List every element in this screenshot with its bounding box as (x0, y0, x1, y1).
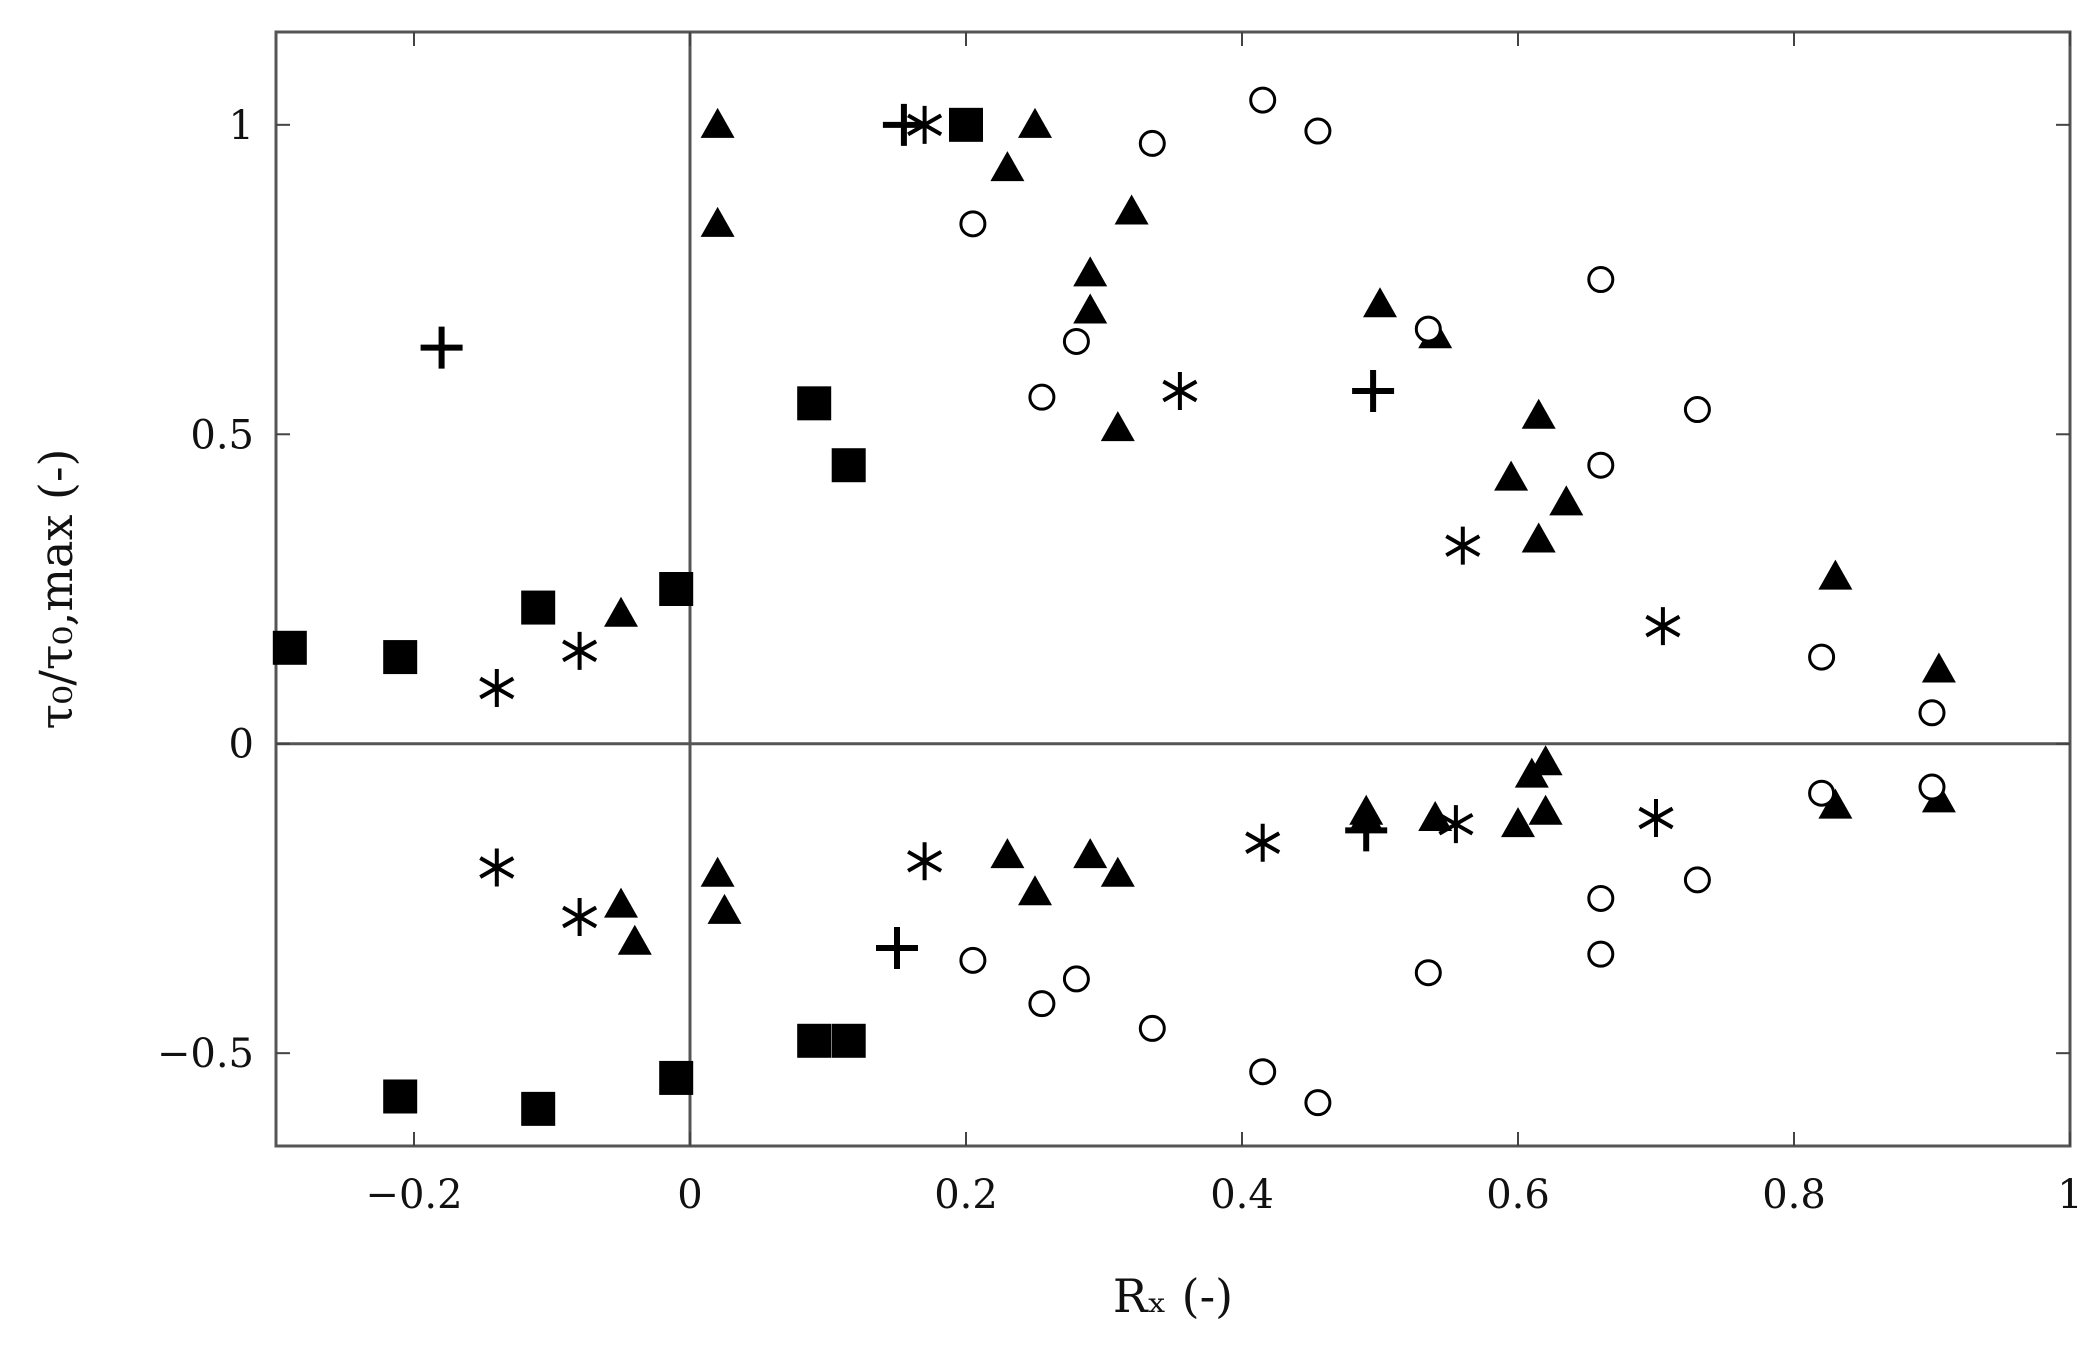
data-point-asterisk (1645, 607, 1681, 646)
data-point-square (949, 107, 983, 142)
data-point-triangle (990, 151, 1025, 182)
data-point-plus (882, 103, 925, 146)
data-point-circle (1587, 940, 1615, 968)
data-point-triangle (1494, 460, 1529, 491)
data-point-circle (1249, 86, 1277, 114)
data-point-triangle (1018, 107, 1052, 138)
data-point-triangle (707, 893, 742, 924)
ticks: −0.2 0 0.2 0.4 0.6 0.8 1 −0.5 0 0.5 1 (157, 32, 2083, 1218)
data-point-circle (1249, 1058, 1277, 1086)
data-point-circle (1414, 315, 1442, 343)
data-point-square (659, 1060, 694, 1095)
data-point-triangle (1073, 256, 1108, 287)
data-point-triangle (604, 887, 638, 918)
x-axis-label: Rₓ (-) (1113, 1269, 1233, 1323)
data-point-triangle (1528, 745, 1563, 776)
data-point-circle (1062, 965, 1090, 993)
data-point-circle (1587, 884, 1615, 912)
data-point-square (272, 630, 307, 665)
data-point-circle (1028, 990, 1056, 1018)
data-point-circle (1587, 451, 1615, 479)
data-point-circle (1414, 959, 1442, 987)
data-point-asterisk (1445, 526, 1481, 565)
data-point-square (659, 572, 694, 606)
axes (274, 30, 2072, 1148)
data-point-asterisk (907, 842, 943, 881)
data-point-triangle (617, 924, 652, 955)
y-tick-label: 1 (229, 103, 254, 149)
y-tick-label: −0.5 (157, 1031, 254, 1077)
data-point-plus (876, 926, 918, 969)
data-point-triangle (1073, 293, 1108, 324)
data-point-circle (1304, 117, 1332, 145)
data-point-circle (1028, 383, 1056, 411)
data-point-plus (420, 326, 463, 369)
data-point-circle (1138, 129, 1166, 157)
data-point-circle (1062, 327, 1090, 355)
data-point-circle (1918, 699, 1946, 727)
x-tick-label: 0.2 (934, 1172, 998, 1218)
data-point-asterisk (479, 669, 515, 708)
data-point-plus (1345, 809, 1388, 852)
data-point-asterisk (1638, 798, 1674, 837)
data-point-triangle (700, 107, 735, 138)
data-point-triangle (700, 206, 735, 237)
data-point-asterisk (1245, 823, 1281, 862)
data-point-triangle (1521, 522, 1556, 553)
y-axis-label: τ₀/τ₀,max (-) (29, 449, 83, 730)
data-point-triangle (1549, 485, 1584, 516)
x-tick-label: 1 (2057, 1172, 2082, 1218)
x-tick-label: 0 (677, 1172, 702, 1218)
data-point-circle (959, 210, 987, 238)
data-point-triangle (1528, 794, 1563, 825)
y-tick-label: 0 (229, 722, 254, 768)
data-point-triangle (1521, 398, 1556, 429)
data-point-circle (1304, 1089, 1332, 1117)
data-point-triangle (1100, 856, 1135, 887)
data-point-circle (1808, 643, 1836, 671)
data-point-asterisk (1162, 371, 1198, 410)
data-point-asterisk (1438, 805, 1474, 844)
x-tick-label: 0.4 (1210, 1172, 1274, 1218)
data-point-plus (1352, 369, 1395, 412)
data-point-triangle (990, 838, 1025, 869)
plot-frame (274, 30, 2072, 1148)
data-point-circle (959, 946, 987, 974)
data-point-circle (1138, 1014, 1166, 1042)
data-point-triangle (1100, 411, 1135, 442)
data-point-triangle (1363, 287, 1397, 318)
data-point-square (831, 1023, 866, 1058)
data-point-triangle (1018, 875, 1052, 906)
data-points (272, 86, 1956, 1126)
data-point-triangle (700, 856, 735, 887)
data-point-triangle (1818, 788, 1853, 819)
data-point-triangle (1073, 838, 1108, 869)
x-tick-label: 0.6 (1486, 1172, 1550, 1218)
y-tick-label: 0.5 (190, 412, 254, 458)
data-point-asterisk (562, 631, 598, 670)
data-point-circle (1683, 396, 1711, 424)
data-point-square (797, 1023, 832, 1058)
data-point-triangle (1818, 559, 1853, 590)
data-point-triangle (1501, 807, 1535, 838)
data-point-square (831, 448, 866, 483)
data-point-circle (1587, 266, 1615, 294)
data-point-square (797, 386, 832, 421)
data-point-triangle (1921, 652, 1956, 683)
data-point-square (521, 590, 556, 625)
data-point-circle (1918, 773, 1946, 801)
data-point-square (521, 1091, 556, 1126)
data-point-square (383, 640, 418, 675)
data-point-circle (1683, 866, 1711, 894)
data-point-triangle (1114, 194, 1149, 225)
data-point-square (383, 1079, 418, 1114)
data-point-triangle (604, 596, 638, 627)
data-point-asterisk (562, 898, 598, 937)
x-tick-label: 0.8 (1762, 1172, 1826, 1218)
data-point-asterisk (479, 848, 515, 887)
data-point-triangle (1418, 800, 1453, 831)
data-point-circle (1808, 779, 1836, 807)
x-tick-label: −0.2 (365, 1172, 462, 1218)
